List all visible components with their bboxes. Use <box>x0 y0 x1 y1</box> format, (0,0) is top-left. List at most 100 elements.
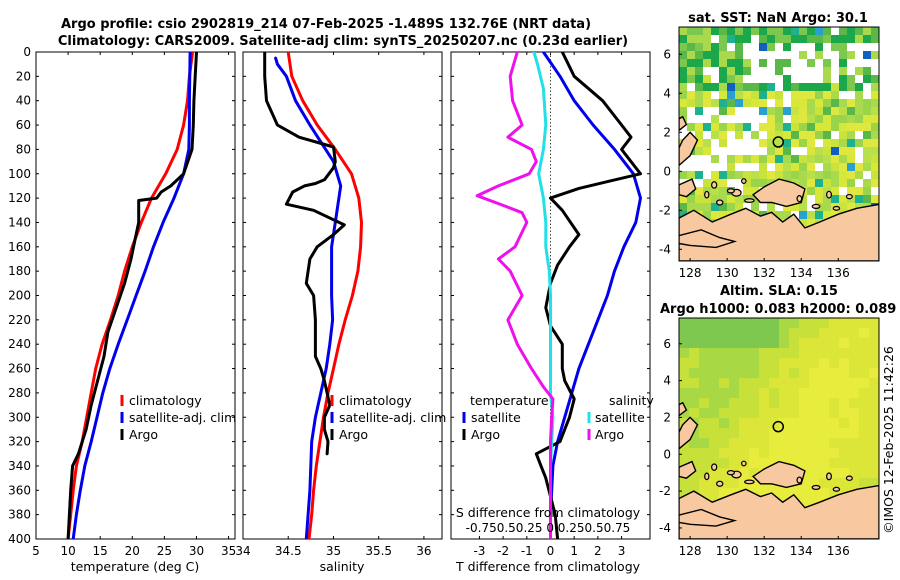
sst-cell <box>719 123 727 131</box>
island <box>716 199 724 206</box>
sst-cell <box>695 187 703 195</box>
sst-cell <box>679 171 687 179</box>
sst-cell <box>815 147 823 155</box>
difference-legend: temperature satellite Argo salinity sate… <box>462 393 654 442</box>
sst-cell <box>839 155 847 163</box>
sla-cell <box>749 408 759 418</box>
sla-cell <box>729 338 739 348</box>
sst-cell <box>855 83 863 91</box>
x-tick-label: -3 <box>473 544 485 558</box>
difference-xlabel: T difference from climatology <box>455 559 641 574</box>
sst-cell <box>735 203 743 211</box>
land-polygon <box>679 416 699 450</box>
sst-cell <box>839 139 847 147</box>
map-y-tick-label: 6 <box>663 337 671 351</box>
sla-cell <box>819 418 829 428</box>
sla-cell <box>769 358 779 368</box>
sla-cell <box>819 438 829 448</box>
sst-cell <box>783 123 791 131</box>
series-line-satellite-adj-clim <box>274 56 343 539</box>
sla-cell <box>839 448 849 458</box>
sla-cell <box>779 328 789 338</box>
sla-cell <box>839 338 849 348</box>
sst-cell <box>823 123 831 131</box>
sst-cell <box>775 147 783 155</box>
depth-tick-label: 380 <box>8 508 31 522</box>
sst-cell <box>823 171 831 179</box>
sst-cell <box>871 75 879 83</box>
sst-cell <box>775 99 783 107</box>
sst-cell <box>807 139 815 147</box>
sla-cell <box>719 488 729 498</box>
temperature-plot: 5 10 15 20 25 30 35 <box>32 51 236 558</box>
sst-cell <box>791 131 799 139</box>
map-y-tick-label: 0 <box>663 447 671 461</box>
sla-cell <box>819 458 829 468</box>
sla-cell <box>719 438 729 448</box>
sst-cell <box>759 107 767 115</box>
island <box>704 472 710 481</box>
sst-cell <box>767 139 775 147</box>
sst-cell <box>735 83 743 91</box>
sla-cell <box>769 448 779 458</box>
sla-cell <box>809 318 819 328</box>
sla-cell <box>809 428 819 438</box>
sst-cell <box>807 187 815 195</box>
sla-cell <box>729 448 739 458</box>
land-polygon <box>679 203 879 261</box>
sst-cell <box>679 43 687 51</box>
sla-cell <box>759 488 769 498</box>
sst-cell <box>735 171 743 179</box>
sst-cell <box>703 51 711 59</box>
sst-cell <box>799 163 807 171</box>
sst-cell <box>751 83 759 91</box>
sla-cell <box>869 398 879 408</box>
x-tick-label: 25 <box>157 544 172 558</box>
island <box>832 205 841 211</box>
sla-cell <box>679 408 689 418</box>
sst-cell <box>791 115 799 123</box>
sla-cell <box>839 418 849 428</box>
sst-cell <box>831 91 839 99</box>
sst-cell <box>751 179 759 187</box>
sst-cell <box>863 123 871 131</box>
sla-cell <box>799 458 809 468</box>
island <box>796 195 803 203</box>
legend-label-argo: Argo <box>129 427 158 442</box>
map-x-tick-label: 134 <box>790 266 813 280</box>
sla-cell <box>689 408 699 418</box>
x-tick-label: 35.5 <box>365 544 392 558</box>
sla-cell <box>859 468 869 478</box>
sst-cell <box>855 123 863 131</box>
sst-cell <box>839 27 847 35</box>
sla-cell <box>789 398 799 408</box>
sst-cell <box>863 187 871 195</box>
land-polygon <box>679 508 738 527</box>
sla-cell <box>759 388 769 398</box>
sla-cell <box>729 428 739 438</box>
sla-cell <box>809 358 819 368</box>
sla-cell <box>749 458 759 468</box>
sst-cell <box>831 195 839 203</box>
sst-cell <box>871 107 879 115</box>
sst-cell <box>871 123 879 131</box>
sst-cell <box>807 179 815 187</box>
sla-cell <box>809 418 819 428</box>
sst-cell <box>775 27 783 35</box>
sla-cell <box>809 488 819 498</box>
sla-cell <box>849 428 859 438</box>
sla-cell <box>809 498 819 508</box>
sla-cell <box>679 338 689 348</box>
x-tick-label: -2 <box>497 544 509 558</box>
sst-cell <box>687 99 695 107</box>
land-polygon <box>679 484 879 539</box>
sst-cell <box>687 171 695 179</box>
sla-cell <box>679 328 689 338</box>
sla-cell <box>869 328 879 338</box>
sst-cell <box>679 99 687 107</box>
sst-cell <box>743 123 751 131</box>
sla-cell <box>739 428 749 438</box>
sst-cell <box>791 83 799 91</box>
depth-tick-label: 0 <box>23 45 31 59</box>
sla-cell <box>679 388 689 398</box>
